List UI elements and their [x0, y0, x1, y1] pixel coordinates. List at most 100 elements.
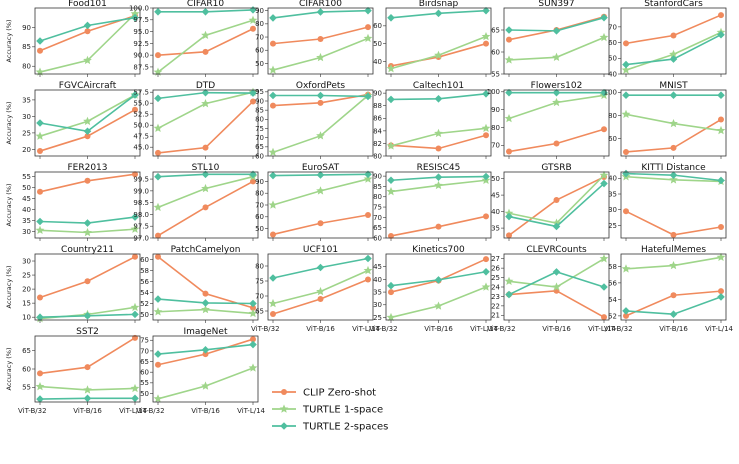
y-tick-label: 10 — [22, 314, 31, 322]
y-tick-label: 26 — [491, 265, 500, 273]
data-point — [552, 27, 561, 35]
y-tick-label: 95 — [255, 88, 264, 96]
y-tick-label: 90 — [373, 173, 382, 181]
data-point — [201, 170, 210, 179]
y-tick-label: 80 — [608, 112, 617, 120]
legend: CLIP Zero-shot TURTLE 1-space TURTLE 2-spa… — [272, 388, 388, 433]
data-point — [481, 31, 491, 41]
data-point — [435, 223, 442, 230]
y-tick-label: 50 — [491, 175, 500, 183]
data-point — [155, 52, 161, 59]
y-tick-label: 40 — [608, 70, 617, 78]
data-point — [670, 292, 677, 299]
data-point — [268, 298, 278, 308]
data-point — [249, 89, 257, 97]
data-point — [505, 88, 513, 97]
subplot-kitti-distance: KITTI Distance 25 30 35 40 — [608, 163, 727, 241]
subplot-title: Caltech101 — [413, 81, 464, 91]
data-point — [552, 97, 561, 107]
axes-frame — [503, 7, 610, 75]
data-point — [506, 148, 512, 155]
y-tick-label: 90 — [255, 178, 264, 186]
legend-item: TURTLE 2-spaces — [272, 422, 388, 433]
subplot-title: KITTI Distance — [641, 163, 706, 173]
y-tick-label: 56 — [608, 279, 617, 287]
y-tick-label: 45 — [491, 192, 500, 200]
data-point — [83, 127, 92, 136]
x-tick-label: ViT-B/16 — [306, 325, 335, 333]
data-point — [363, 174, 373, 183]
axes-frame — [620, 7, 727, 75]
y-tick-label: 25 — [373, 314, 382, 322]
data-point — [153, 394, 163, 403]
data-point — [316, 131, 325, 140]
data-point — [364, 254, 372, 263]
subplot-title: Food101 — [68, 0, 107, 9]
data-point — [601, 314, 607, 321]
data-point — [249, 340, 257, 349]
data-point — [387, 281, 395, 290]
x-tick-label: ViT-B/32 — [251, 325, 280, 333]
data-point — [552, 88, 561, 97]
legend-item: CLIP Zero-shot — [272, 388, 376, 399]
data-point — [83, 21, 92, 30]
data-point — [317, 220, 324, 227]
y-tick-label: 85 — [255, 107, 264, 115]
y-tick-label: 65 — [140, 358, 149, 366]
y-axis-label: Accuracy (%) — [5, 348, 13, 391]
subplot-fer2013: FER2013 30 35 40 45 50 55 Accuracy (%) — [5, 163, 141, 241]
subplot-title: PatchCamelyon — [171, 245, 241, 255]
data-point — [483, 213, 489, 220]
data-point — [269, 14, 277, 22]
data-point — [717, 30, 725, 39]
data-point — [201, 381, 210, 390]
data-point — [269, 274, 277, 282]
axes-frame — [34, 253, 141, 321]
data-point — [153, 202, 163, 212]
y-tick-label: 60 — [140, 256, 149, 264]
data-point — [718, 116, 724, 123]
y-tick-label: 65 — [491, 26, 500, 34]
data-point — [504, 55, 514, 64]
subplot-food101: Food101 80 85 90 Accuracy (%) — [5, 0, 141, 77]
data-point — [716, 125, 726, 135]
data-point — [623, 148, 629, 155]
data-point — [482, 172, 490, 181]
subplot-title: SUN397 — [538, 0, 574, 9]
legend-label: CLIP Zero-shot — [303, 388, 376, 399]
y-tick-label: 97.0 — [133, 234, 149, 242]
data-point — [154, 350, 162, 358]
y-axis-label: Accuracy (%) — [5, 20, 13, 63]
data-point — [155, 361, 161, 368]
y-tick-label: 56 — [140, 278, 149, 286]
data-point — [250, 25, 256, 32]
y-tick-label: 35 — [608, 190, 617, 198]
y-tick-label: 35 — [373, 288, 382, 296]
subplot-title: Kinetics700 — [412, 245, 465, 255]
y-tick-label: 20 — [22, 286, 31, 294]
subplot-title: Country211 — [61, 245, 114, 255]
y-axis-label: Accuracy (%) — [5, 184, 13, 227]
y-tick-label: 35 — [491, 225, 500, 233]
data-point — [316, 186, 325, 195]
axes-frame — [620, 171, 727, 239]
axes-frame — [385, 171, 492, 239]
data-point — [36, 119, 44, 127]
axes-frame — [385, 7, 492, 75]
y-tick-label: 52 — [608, 312, 617, 320]
axes-frame — [152, 253, 259, 321]
y-tick-label: 55.0 — [133, 100, 149, 108]
data-point — [269, 91, 277, 100]
y-tick-label: 24 — [491, 283, 500, 291]
data-point — [505, 212, 513, 221]
x-tick-label: ViT-B/32 — [136, 407, 165, 415]
subplot-title: GTSRB — [541, 163, 571, 173]
data-point — [132, 253, 138, 260]
y-tick-label: 50 — [373, 40, 382, 48]
y-tick-label: 70 — [255, 292, 264, 300]
y-tick-label: 87.5 — [133, 63, 149, 71]
series-line — [39, 256, 136, 299]
subplot-title: CLEVRCounts — [526, 245, 587, 255]
data-point — [83, 311, 92, 320]
